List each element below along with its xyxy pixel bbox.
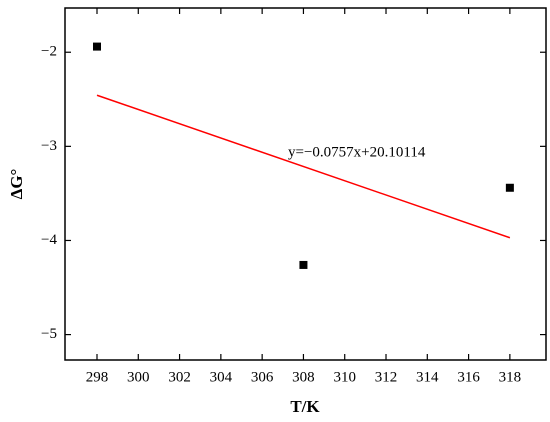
x-tick-label: 308: [292, 369, 315, 385]
x-axis-label: T/K: [290, 397, 320, 416]
plot-frame: [64, 7, 547, 361]
x-tick-label: 310: [333, 369, 356, 385]
x-tick-label: 314: [416, 369, 439, 385]
x-tick-label: 302: [168, 369, 191, 385]
x-tick-label: 316: [457, 369, 480, 385]
x-tick-label: 304: [210, 369, 233, 385]
x-tick-label: 306: [251, 369, 274, 385]
y-tick-label: −5: [41, 326, 57, 342]
data-point: [505, 183, 514, 192]
y-tick-label: −2: [41, 44, 57, 60]
data-point: [92, 42, 101, 51]
x-tick-label: 318: [499, 369, 522, 385]
data-point: [299, 260, 308, 269]
y-tick-label: −3: [41, 138, 57, 154]
y-tick-label: −4: [41, 232, 57, 248]
x-tick-label: 300: [127, 369, 150, 385]
x-tick-label: 298: [86, 369, 109, 385]
y-axis-label: ΔG°: [7, 169, 26, 200]
fit-equation: y=−0.0757x+20.10114: [288, 144, 426, 160]
fit-line: [96, 94, 511, 239]
x-tick-label: 312: [375, 369, 398, 385]
